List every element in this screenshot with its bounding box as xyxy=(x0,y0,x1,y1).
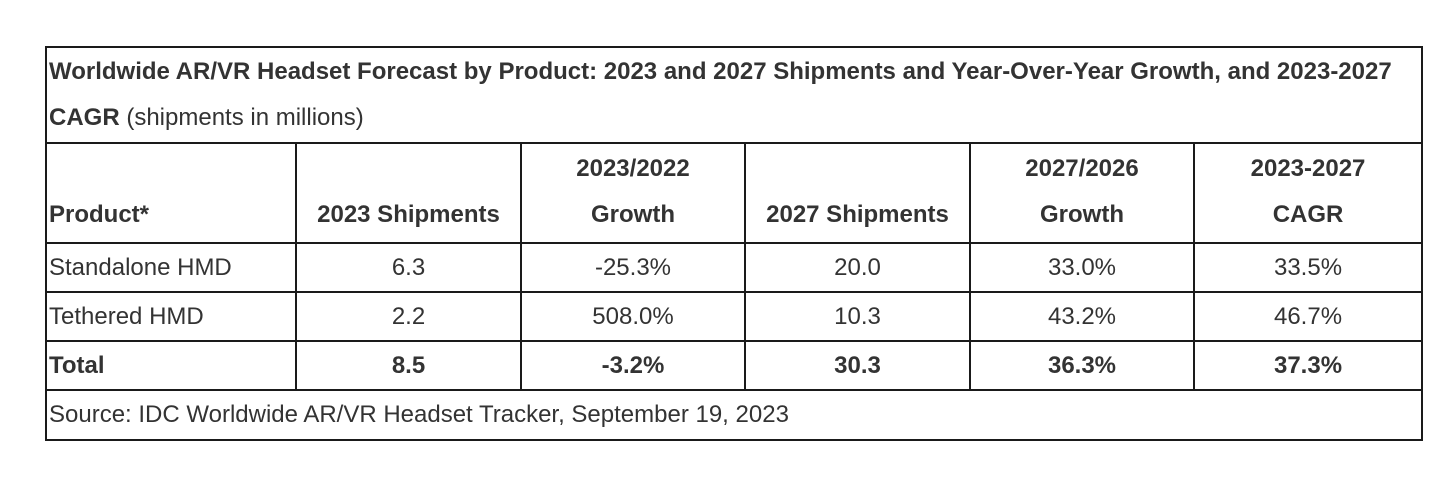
total-row: Total 8.5 -3.2% 30.3 36.3% 37.3% xyxy=(45,340,1424,391)
cell-2023-growth: -3.2% xyxy=(520,340,746,391)
title-row: Worldwide AR/VR Headset Forecast by Prod… xyxy=(44,46,1424,144)
cell-2027-growth: 43.2% xyxy=(969,291,1195,342)
forecast-table: Worldwide AR/VR Headset Forecast by Prod… xyxy=(44,46,1424,441)
source-row: Source: IDC Worldwide AR/VR Headset Trac… xyxy=(44,389,1424,441)
header-2023-shipments: 2023 Shipments xyxy=(295,142,522,244)
cell-2027-shipments: 20.0 xyxy=(744,242,971,293)
header-2023-growth: 2023/2022 Growth xyxy=(520,142,746,244)
header-2027-shipments: 2027 Shipments xyxy=(744,142,971,244)
cell-2023-growth: 508.0% xyxy=(520,291,746,342)
cell-2023-shipments: 2.2 xyxy=(295,291,522,342)
cell-cagr: 46.7% xyxy=(1192,291,1424,342)
table-row: Tethered HMD 2.2 508.0% 10.3 43.2% 46.7% xyxy=(45,291,1424,342)
source-note: Source: IDC Worldwide AR/VR Headset Trac… xyxy=(44,389,1424,441)
header-2027-growth: 2027/2026 Growth xyxy=(969,142,1195,244)
header-cagr: 2023-2027 CAGR xyxy=(1192,142,1424,244)
cell-product: Standalone HMD xyxy=(45,242,297,293)
cell-cagr: 33.5% xyxy=(1192,242,1424,293)
table-title-units: (shipments in millions) xyxy=(126,104,364,131)
cell-product: Total xyxy=(45,340,297,391)
table-title-main: Worldwide AR/VR Headset Forecast by Prod… xyxy=(49,58,1392,131)
cell-product: Tethered HMD xyxy=(45,291,297,342)
header-product: Product* xyxy=(45,142,297,244)
cell-2027-growth: 33.0% xyxy=(969,242,1195,293)
cell-2027-growth: 36.3% xyxy=(969,340,1195,391)
table-row: Standalone HMD 6.3 -25.3% 20.0 33.0% 33.… xyxy=(45,242,1424,293)
cell-cagr: 37.3% xyxy=(1192,340,1424,391)
table-title: Worldwide AR/VR Headset Forecast by Prod… xyxy=(44,46,1424,144)
cell-2027-shipments: 10.3 xyxy=(744,291,971,342)
cell-2027-shipments: 30.3 xyxy=(744,340,971,391)
cell-2023-shipments: 8.5 xyxy=(295,340,522,391)
header-row: Product* 2023 Shipments 2023/2022 Growth … xyxy=(45,142,1424,244)
cell-2023-growth: -25.3% xyxy=(520,242,746,293)
cell-2023-shipments: 6.3 xyxy=(295,242,522,293)
